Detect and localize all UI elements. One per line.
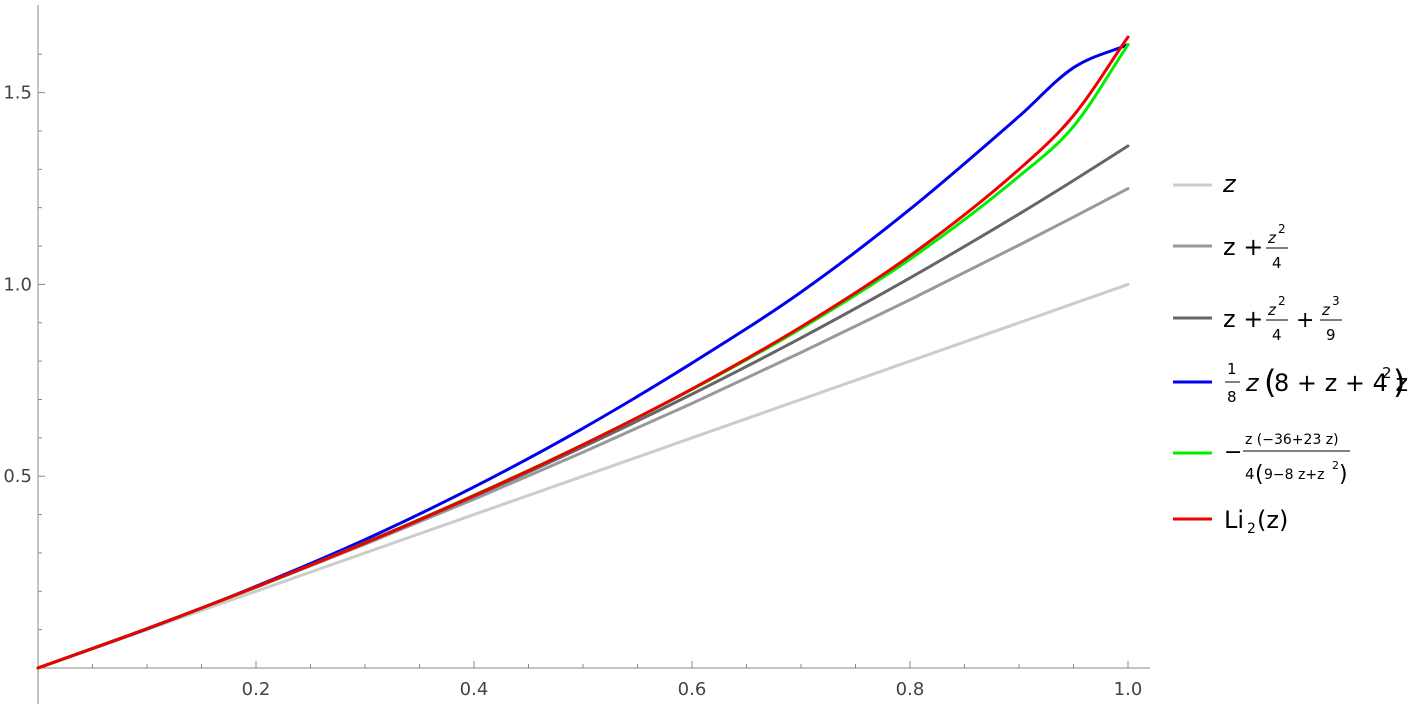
x-tick-label: 0.8 [896, 679, 925, 700]
legend-plus-sign: + [1296, 308, 1314, 333]
y-tick-label: 1.5 [3, 83, 32, 104]
legend-term-z: z [1245, 369, 1260, 397]
legend-denominator-close-paren: ) [1339, 462, 1348, 487]
y-tick-label: 1.0 [3, 274, 32, 295]
legend-label-z: z [1222, 170, 1237, 198]
legend-denominator-open-paren: ( [1255, 462, 1264, 487]
series-line-s3 [36, 144, 1130, 670]
y-ticks: 0.5 1.0 1.5 [3, 53, 45, 631]
legend-minus-sign: − [1224, 440, 1242, 465]
legend-term-z-plus: z + [1223, 305, 1263, 333]
legend-item-dilogarithm: Li 2 (z) [1173, 506, 1288, 537]
legend-close-paren: ) [1393, 363, 1405, 401]
x-tick-label: 0.6 [678, 679, 707, 700]
series-line-s5 [36, 43, 1130, 670]
legend-item-z: z [1173, 170, 1237, 198]
legend-numerator: z (−36+23 z) [1245, 432, 1339, 448]
legend: z z + z 2 4 z + z 2 4 + z 3 9 1 [1173, 170, 1408, 537]
x-tick-label: 1.0 [1114, 679, 1143, 700]
legend-item-eighth-z-polynomial: 1 8 z ( 8 + z + 4 z 2 ) [1173, 360, 1408, 406]
series-line-s6 [36, 35, 1130, 670]
legend-term-z-plus: z + [1223, 233, 1263, 261]
legend-denominator: 9 [1326, 326, 1336, 344]
legend-numerator-exponent: 2 [1278, 294, 1286, 308]
x-ticks: 0.2 0.4 0.6 0.8 1.0 [92, 661, 1143, 700]
legend-denominator: 4 [1272, 254, 1282, 272]
legend-numerator-exponent: 2 [1278, 222, 1286, 236]
x-tick-label: 0.4 [460, 679, 489, 700]
legend-denominator: 4 [1272, 326, 1282, 344]
legend-numerator-z: z [1267, 301, 1277, 319]
legend-item-z-plus-z2-over-4-plus-z3-over-9: z + z 2 4 + z 3 9 [1173, 294, 1342, 344]
legend-item-pade-approximant: − z (−36+23 z) 4 ( 9−8 z+z 2 ) [1173, 432, 1350, 487]
legend-denominator-coefficient: 4 [1245, 465, 1255, 483]
plot-area: 0.2 0.4 0.6 0.8 1.0 0.5 1.0 1.5 [3, 5, 1150, 704]
legend-denominator: 8 [1227, 388, 1237, 406]
legend-open-paren: ( [1264, 363, 1276, 401]
legend-denominator-exponent: 2 [1332, 459, 1339, 472]
legend-function-argument: (z) [1257, 506, 1288, 534]
legend-denominator-polynomial: 9−8 z+z [1264, 467, 1324, 483]
legend-function-name: Li [1224, 506, 1244, 534]
series-lines [36, 35, 1130, 670]
legend-term-polynomial: 8 + z + 4 z [1274, 369, 1408, 397]
legend-item-z-plus-z2-over-4: z + z 2 4 [1173, 222, 1288, 272]
x-tick-label: 0.2 [242, 679, 271, 700]
series-line-s1 [36, 282, 1130, 670]
legend-numerator-z: z [1321, 301, 1331, 319]
axes [37, 5, 1150, 704]
legend-term-exponent: 2 [1382, 364, 1392, 382]
y-tick-label: 0.5 [3, 466, 32, 487]
legend-numerator: 1 [1227, 360, 1237, 378]
legend-numerator-z: z [1267, 229, 1277, 247]
series-line-s4 [36, 43, 1130, 670]
legend-function-subscript: 2 [1247, 521, 1256, 537]
legend-numerator-exponent: 3 [1332, 294, 1340, 308]
